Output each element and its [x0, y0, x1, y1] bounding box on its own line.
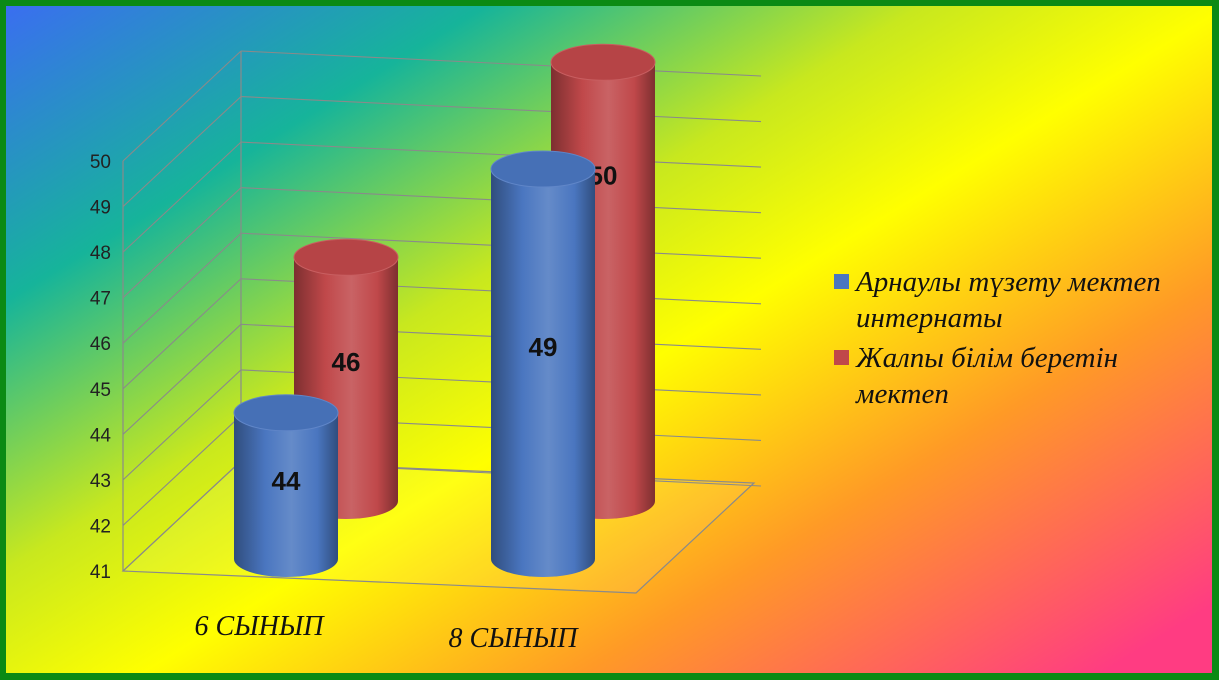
side-wall-line — [122, 415, 242, 526]
side-wall-line — [122, 50, 242, 162]
y-tick-label: 44 — [90, 425, 112, 446]
y-tick-label: 49 — [90, 198, 111, 219]
gridline — [240, 50, 762, 77]
side-wall-line — [122, 232, 242, 344]
y-tick-label: 50 — [90, 152, 111, 173]
side-wall-line — [122, 278, 242, 390]
y-tick-label: 45 — [90, 380, 111, 401]
cylinder-top — [233, 394, 339, 432]
side-wall-line — [122, 369, 242, 481]
legend-item-series-2: Жалпы білім беретін мектеп — [832, 340, 1212, 412]
legend-label-series-1: Арнаулы түзету мектеп интернаты — [856, 266, 1161, 334]
y-tick-label: 43 — [90, 471, 111, 492]
y-tick-label: 41 — [90, 562, 111, 583]
cylinder-body — [234, 412, 338, 577]
y-tick-label: 47 — [90, 289, 111, 310]
bar-series-1-cat-2: 49 — [490, 150, 596, 578]
chart-legend: Арнаулы түзету мектеп интернаты Жалпы бі… — [832, 264, 1212, 416]
cylinder-top — [550, 43, 656, 81]
y-tick-label: 46 — [90, 334, 111, 355]
side-wall-line — [122, 187, 242, 299]
x-category-label: 8 СЫНЫП — [449, 623, 580, 654]
y-tick-label: 42 — [90, 516, 111, 537]
cylinder-top — [293, 238, 399, 276]
gridline — [240, 96, 762, 123]
side-wall-line — [122, 460, 242, 572]
cylinder-top — [490, 150, 596, 188]
gridline — [240, 141, 762, 168]
legend-label-series-2: Жалпы білім беретін мектеп — [856, 342, 1119, 410]
data-label: 46 — [332, 347, 361, 377]
data-label: 44 — [272, 466, 301, 496]
data-label: 49 — [529, 332, 558, 362]
bar-series-1-cat-1: 44 — [233, 394, 339, 577]
y-tick-label: 48 — [90, 243, 111, 264]
side-wall-line — [122, 96, 242, 207]
legend-swatch-series-1 — [834, 274, 849, 289]
x-category-label: 6 СЫНЫП — [195, 611, 326, 642]
legend-item-series-1: Арнаулы түзету мектеп интернаты — [832, 264, 1212, 336]
legend-swatch-series-2 — [834, 350, 849, 365]
cylinder-body — [491, 169, 595, 578]
side-wall-line — [122, 323, 242, 435]
slide: 41 42 43 44 45 46 47 48 49 50 46 50 44 49 6 СЫНЫП 8 СЫН… — [6, 6, 1212, 673]
side-wall-line — [122, 141, 242, 253]
